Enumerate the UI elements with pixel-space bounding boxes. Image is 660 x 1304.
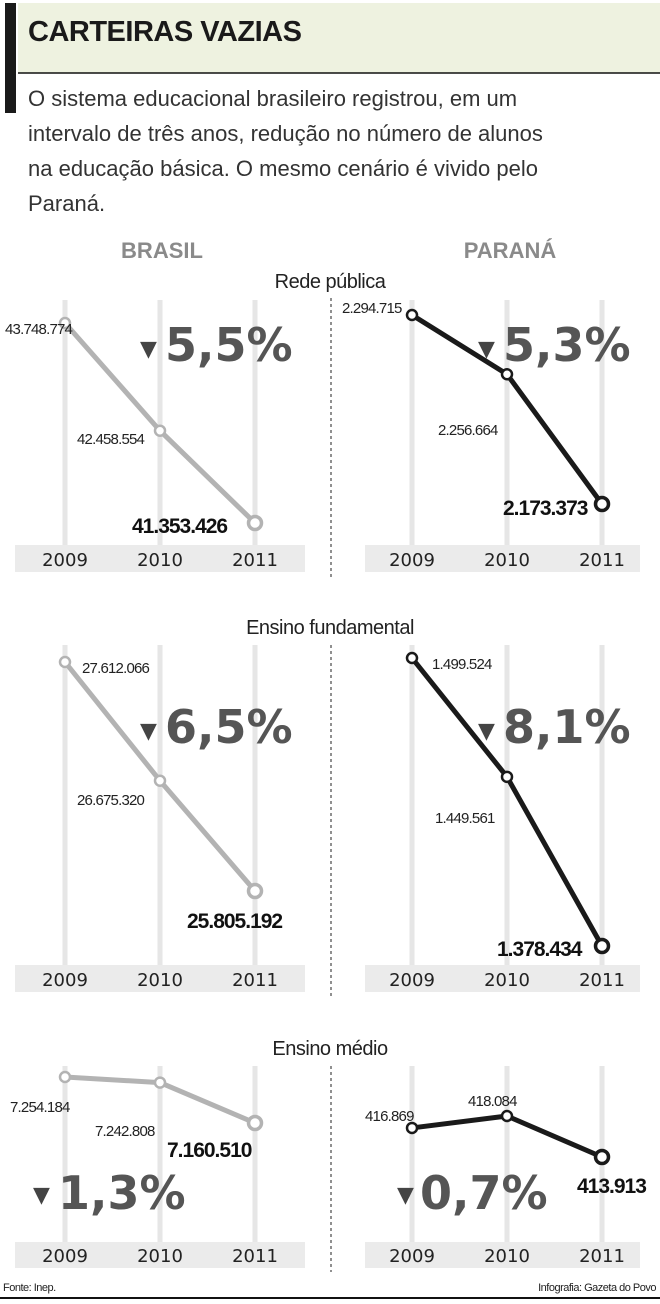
data-point — [153, 774, 167, 787]
percent-change: 5,5% — [165, 318, 293, 372]
data-label: 2.294.715 — [342, 300, 402, 317]
data-point — [153, 424, 167, 437]
intro-line: intervalo de três anos, redução no númer… — [28, 121, 543, 146]
down-arrow-icon: ▼ — [478, 337, 495, 362]
x-tick-label: 2010 — [137, 1246, 183, 1267]
x-tick-label: 2011 — [232, 550, 278, 571]
section-title: Rede pública — [275, 271, 387, 293]
data-label: 1.449.561 — [435, 810, 495, 827]
chart-paran-3: 2009 2010 2011 1.499.524 1.449.561 1.378.434 ▼… — [365, 645, 640, 992]
down-arrow-icon: ▼ — [140, 337, 157, 362]
data-point — [500, 770, 514, 784]
year-band — [15, 965, 305, 992]
percent-change: 8,1% — [503, 700, 631, 754]
data-label: 1.499.524 — [432, 656, 492, 673]
data-point — [153, 1076, 167, 1089]
x-tick-label: 2011 — [579, 970, 625, 991]
x-tick-label: 2009 — [42, 550, 88, 571]
down-arrow-icon: ▼ — [140, 719, 157, 744]
chart-paran-1: 2009 2010 2011 2.294.715 2.256.664 2.173.373 ▼… — [342, 300, 640, 572]
x-tick-label: 2010 — [137, 970, 183, 991]
data-label: 25.805.192 — [187, 910, 282, 933]
header-accent-bar — [5, 3, 16, 113]
data-label: 26.675.320 — [77, 792, 145, 809]
x-tick-label: 2010 — [484, 550, 530, 571]
x-tick-label: 2010 — [484, 970, 530, 991]
chart-brasil-4: 2009 2010 2011 7.254.184 7.242.808 7.160.510 ▼… — [10, 1066, 305, 1268]
x-tick-label: 2011 — [232, 970, 278, 991]
data-point — [58, 316, 72, 330]
data-point — [405, 308, 419, 322]
data-point — [593, 937, 611, 955]
data-point — [246, 514, 264, 532]
year-band — [15, 545, 305, 572]
data-label: 2.173.373 — [503, 497, 588, 520]
source-note: Fonte: Inep. — [3, 1282, 56, 1294]
data-label: 7.242.808 — [95, 1123, 155, 1140]
x-tick-label: 2009 — [389, 550, 435, 571]
intro-line: na educação básica. O mesmo cenário é vi… — [28, 156, 538, 181]
data-label: 2.256.664 — [438, 422, 498, 439]
x-tick-label: 2009 — [42, 1246, 88, 1267]
x-tick-label: 2011 — [579, 1246, 625, 1267]
down-arrow-icon: ▼ — [478, 719, 495, 744]
percent-change: 0,7% — [420, 1166, 548, 1220]
x-tick-label: 2009 — [42, 970, 88, 991]
data-point — [500, 368, 514, 381]
data-point — [246, 1114, 264, 1132]
data-point — [593, 1148, 611, 1166]
data-point — [405, 651, 419, 665]
data-point — [405, 1121, 419, 1135]
data-label: 42.458.554 — [77, 431, 145, 448]
data-label: 416.869 — [365, 1108, 414, 1125]
data-label: 418.084 — [468, 1093, 517, 1110]
data-point — [246, 882, 264, 900]
down-arrow-icon: ▼ — [397, 1183, 414, 1208]
data-point — [58, 655, 72, 669]
intro-line: O sistema educacional brasileiro registr… — [28, 86, 517, 111]
data-label: 43.748.774 — [5, 321, 73, 338]
data-point — [593, 495, 611, 513]
column-header-parana: PARANÁ — [464, 238, 557, 263]
year-band — [365, 545, 640, 572]
chart-paran-5: 2009 2010 2011 416.869 418.084 413.913 ▼ 0,7% — [365, 1066, 647, 1268]
year-band — [15, 1242, 305, 1268]
year-band — [365, 965, 640, 992]
x-tick-label: 2011 — [232, 1246, 278, 1267]
data-label: 1.378.434 — [497, 938, 583, 961]
section-title: Ensino médio — [272, 1038, 388, 1060]
column-header-brasil: BRASIL — [121, 238, 203, 263]
credit-note: Infografia: Gazeta do Povo — [538, 1282, 656, 1294]
page-title: CARTEIRAS VAZIAS — [28, 16, 302, 48]
x-tick-label: 2009 — [389, 970, 435, 991]
data-point — [500, 1109, 514, 1123]
data-label: 27.612.066 — [82, 660, 150, 677]
x-tick-label: 2009 — [389, 1246, 435, 1267]
x-tick-label: 2010 — [484, 1246, 530, 1267]
chart-brasil-2: 2009 2010 2011 27.612.066 26.675.320 25.805.1… — [15, 645, 305, 992]
data-label: 413.913 — [577, 1175, 646, 1198]
x-tick-label: 2010 — [137, 550, 183, 571]
down-arrow-icon: ▼ — [33, 1183, 50, 1208]
year-band — [365, 1242, 640, 1268]
chart-brasil-0: 2009 2010 2011 43.748.774 42.458.554 41.353.4… — [5, 300, 305, 572]
data-label: 7.160.510 — [167, 1139, 252, 1162]
header-band — [18, 3, 660, 73]
data-point — [58, 1070, 72, 1084]
intro-line: Paraná. — [28, 191, 105, 216]
percent-change: 1,3% — [58, 1166, 186, 1220]
percent-change: 5,3% — [503, 318, 631, 372]
percent-change: 6,5% — [165, 700, 293, 754]
data-label: 7.254.184 — [10, 1099, 70, 1116]
data-label: 41.353.426 — [132, 515, 227, 538]
section-title: Ensino fundamental — [246, 617, 414, 639]
x-tick-label: 2011 — [579, 550, 625, 571]
